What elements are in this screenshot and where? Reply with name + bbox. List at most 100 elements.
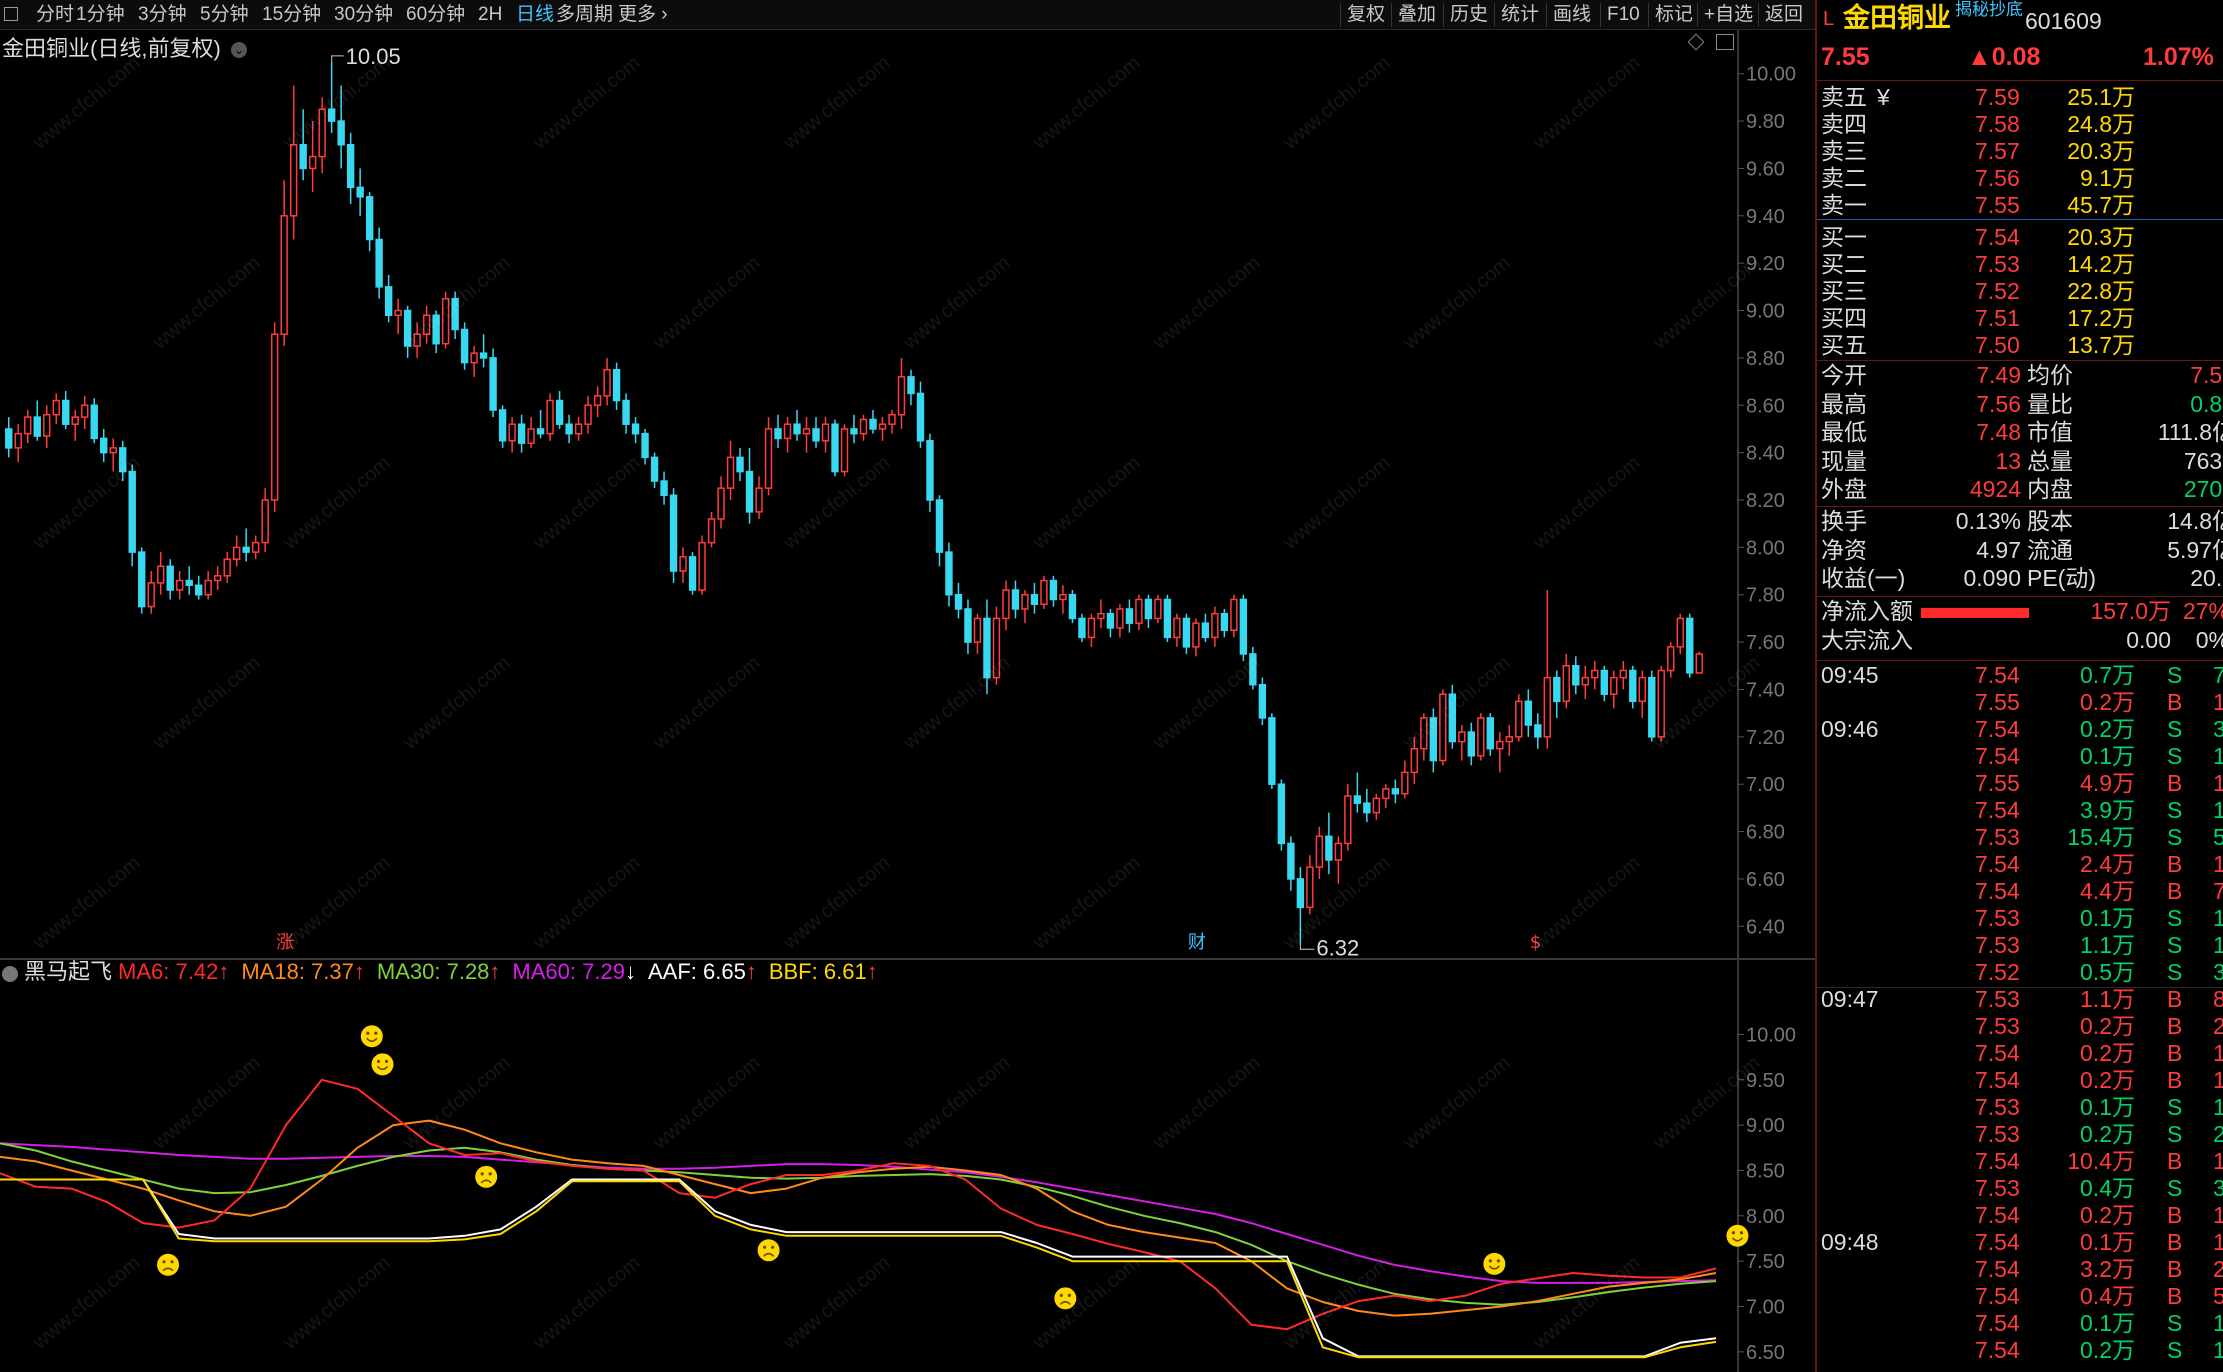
svg-text:www.cfchi.com: www.cfchi.com — [278, 852, 394, 955]
svg-text:www.cfchi.com: www.cfchi.com — [28, 852, 144, 955]
bid-row[interactable]: 买二 7.53 14.2万 — [1817, 251, 2223, 278]
toolbar-button[interactable]: F10 — [1607, 4, 1640, 25]
y-tick-label: 7.00 — [1746, 1297, 1785, 1319]
tick-side: S — [2167, 959, 2183, 985]
bid-row[interactable]: 买五 7.50 13.7万 — [1817, 332, 2223, 359]
toolbar-button[interactable]: 画线 — [1553, 4, 1592, 25]
period-tab[interactable]: 3分钟 — [138, 4, 187, 25]
toolbar-divider — [1494, 3, 1495, 27]
tick-volume: 0.2万 — [2080, 1067, 2135, 1093]
ask-row[interactable]: 卖二 7.56 9.1万 — [1817, 165, 2223, 192]
bid-row[interactable]: 买四 7.51 17.2万 — [1817, 305, 2223, 332]
y-tick-label: 6.80 — [1746, 822, 1785, 844]
svg-text:www.cfchi.com: www.cfchi.com — [1278, 52, 1394, 155]
bid-row[interactable]: 买一 7.54 20.3万 — [1817, 224, 2223, 251]
period-tab[interactable]: 1分钟 — [76, 4, 125, 25]
period-tab[interactable]: 日线 — [516, 4, 555, 25]
period-tab[interactable]: 60分钟 — [406, 4, 466, 25]
tick-row: 7.54 10.4万 B 15 — [1817, 1148, 2223, 1175]
candle-body — [783, 423, 792, 440]
tick-price: 7.53 — [1975, 1175, 2020, 1201]
tick-side: B — [2167, 1067, 2183, 1093]
toolbar-button[interactable]: 返回 — [1765, 4, 1804, 25]
toolbar-button[interactable]: +自选 — [1704, 4, 1754, 25]
candle-body — [100, 437, 108, 454]
period-tab[interactable]: 15分钟 — [262, 4, 322, 25]
bid-volume: 22.8万 — [2067, 278, 2135, 304]
ask-volume: 25.1万 — [2067, 84, 2135, 110]
toolbar-button[interactable]: 叠加 — [1398, 4, 1437, 25]
period-tab[interactable]: 更多 › — [618, 4, 668, 25]
candle-body — [1591, 669, 1599, 679]
indicator-number: 7.29 — [582, 959, 625, 984]
tick-side: B — [2167, 1148, 2183, 1174]
toolbar-button[interactable]: 统计 — [1501, 4, 1540, 25]
ask-volume: 24.8万 — [2067, 111, 2135, 137]
ask-row[interactable]: 卖三 7.57 20.3万 — [1817, 138, 2223, 165]
kline-chart[interactable]: 10.00 9.80 9.60 9.40 9.20 9.00 8.80 8.60 8.40 8.2… — [0, 30, 1815, 1372]
candle-body — [1638, 676, 1646, 703]
candle-body — [1496, 740, 1504, 750]
ask-row[interactable]: 卖一 7.55 45.7万 — [1817, 192, 2223, 219]
period-tab[interactable]: 分时 — [36, 4, 75, 25]
event-marker[interactable]: 涨 — [276, 932, 294, 953]
candle-body — [1163, 598, 1172, 639]
candle-body — [81, 404, 89, 418]
tick-count: 12 — [2213, 797, 2223, 824]
stat-label: 市值 — [2027, 419, 2073, 445]
candle-body — [1543, 676, 1551, 738]
toolbar-button[interactable]: 复权 — [1347, 4, 1386, 25]
bid-volume: 13.7万 — [2067, 332, 2135, 358]
stat-value: 0.13% — [1955, 508, 2021, 534]
toolbar-divider — [1391, 3, 1392, 27]
candle-body — [43, 413, 51, 437]
bid-row[interactable]: 买三 7.52 22.8万 — [1817, 278, 2223, 305]
y-tick-label: 9.40 — [1746, 206, 1785, 228]
tick-side: B — [2167, 1283, 2183, 1309]
candle-body — [1505, 736, 1514, 743]
svg-text:www.cfchi.com: www.cfchi.com — [1148, 252, 1264, 355]
indicator-toggle-icon[interactable] — [2, 965, 18, 982]
candle-body — [1315, 835, 1324, 868]
candle-body — [688, 556, 697, 591]
ask-row[interactable]: 卖四 7.58 24.8万 — [1817, 111, 2223, 138]
panel-toggle-icon[interactable] — [1716, 34, 1734, 50]
period-tab[interactable]: 多周期 — [556, 4, 614, 25]
candle-body — [1515, 700, 1523, 738]
toolbar-button[interactable]: 历史 — [1450, 4, 1489, 25]
candle-body — [308, 155, 317, 170]
event-marker[interactable]: $ — [1530, 932, 1541, 953]
period-tab[interactable]: 2H — [478, 4, 503, 25]
face-eye — [763, 1245, 767, 1249]
chevron-down-icon[interactable]: ⌄ — [230, 42, 247, 59]
period-tab[interactable]: 5分钟 — [200, 4, 249, 25]
svg-text:www.cfchi.com: www.cfchi.com — [1148, 652, 1264, 755]
candle-body — [1296, 878, 1305, 909]
signal-faces — [157, 1025, 1749, 1310]
indicator-name: 黑马起飞 — [24, 959, 113, 984]
stock-name[interactable]: 金田铜业 — [1843, 3, 1951, 33]
candle-body — [1040, 579, 1048, 605]
tick-count: 12 — [2213, 932, 2223, 959]
kline-chart-area[interactable]: 10.00 9.80 9.60 9.40 9.20 9.00 8.80 8.60 8.40 8.2… — [0, 30, 1815, 1372]
stock-tag[interactable]: 揭秘抄底 — [1955, 0, 2023, 19]
toolbar-button[interactable]: 标记 — [1655, 4, 1694, 25]
svg-text:www.cfchi.com: www.cfchi.com — [898, 252, 1014, 355]
candle-body — [1021, 593, 1029, 610]
tick-row: 7.53 1.1万 S 12 — [1817, 932, 2223, 959]
ask-row[interactable]: 卖五 ¥7.59 25.1万 — [1817, 84, 2223, 111]
stat-label: 换手 — [1821, 508, 1867, 534]
divider — [1817, 506, 2223, 507]
sidebar-toggle-icon[interactable] — [4, 7, 18, 21]
tick-row: 7.54 0.4万 B 5 — [1817, 1283, 2223, 1310]
period-tab[interactable]: 30分钟 — [334, 4, 394, 25]
candle-body — [1534, 724, 1542, 738]
tick-list[interactable]: 09:45 7.54 0.7万 S 7 7.55 0.2万 B 1 09:46 7.54 0.2万 S 3… — [1817, 662, 2223, 1372]
y-tick-label: 7.40 — [1746, 679, 1785, 701]
tick-side: S — [2167, 905, 2183, 931]
svg-text:www.cfchi.com: www.cfchi.com — [1648, 1052, 1764, 1155]
candle-body — [194, 584, 203, 596]
candle-body — [1325, 835, 1333, 861]
event-marker[interactable]: 财 — [1188, 932, 1206, 953]
y-tick-label: 9.00 — [1746, 1115, 1785, 1137]
